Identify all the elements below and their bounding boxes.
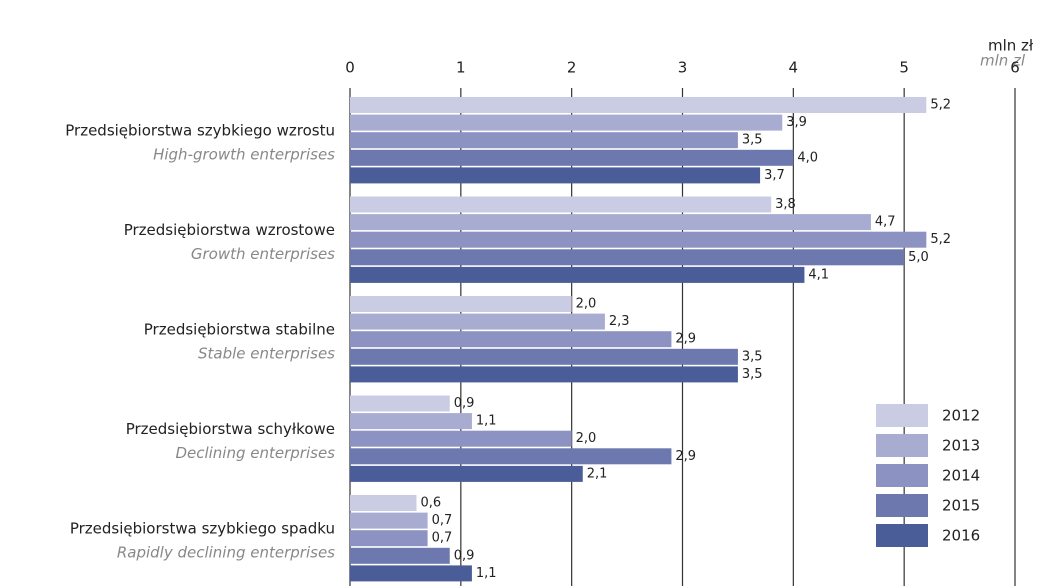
value-label: 0,6 — [421, 496, 442, 511]
bar — [350, 395, 450, 412]
value-label: 4,0 — [797, 150, 818, 165]
legend-label: 2012 — [942, 407, 980, 425]
unit-label: mln zł — [988, 37, 1034, 55]
category-label-en: High-growth enterprises — [153, 146, 335, 164]
value-label: 3,9 — [786, 115, 807, 130]
bar — [350, 565, 472, 582]
bar — [350, 196, 772, 213]
bar — [350, 132, 738, 149]
category-label: Przedsiębiorstwa wzrostowe — [124, 221, 335, 239]
value-label: 0,7 — [432, 531, 453, 546]
category-label-en: Stable enterprises — [198, 345, 335, 363]
bar — [350, 214, 871, 231]
category-label-en: Rapidly declining enterprises — [117, 544, 335, 562]
value-label: 3,8 — [775, 197, 796, 212]
value-label: 0,9 — [454, 548, 475, 563]
bar — [350, 266, 805, 283]
category-label-en: Declining enterprises — [175, 444, 335, 462]
x-tick-label: 5 — [899, 59, 909, 77]
value-label: 2,9 — [675, 332, 696, 347]
value-label: 3,5 — [742, 349, 763, 364]
bar — [350, 313, 605, 330]
value-label: 0,9 — [454, 396, 475, 411]
category-label-en: Growth enterprises — [191, 245, 335, 263]
category-label: Przedsiębiorstwa stabilne — [144, 321, 335, 339]
value-label: 5,0 — [908, 250, 929, 265]
category-label: Przedsiębiorstwa szybkiego spadku — [70, 520, 335, 538]
value-label: 3,5 — [742, 133, 763, 148]
unit-label-en: mln zl — [980, 52, 1026, 70]
legend-swatch — [876, 524, 928, 547]
value-label: 1,1 — [476, 414, 497, 429]
value-label: 2,9 — [675, 449, 696, 464]
value-label: 3,5 — [742, 367, 763, 382]
bar — [350, 231, 927, 248]
bar — [350, 348, 738, 365]
bar — [350, 413, 472, 430]
legend-label: 2014 — [942, 467, 980, 485]
value-label: 1,1 — [476, 566, 497, 581]
legend-label: 2013 — [942, 437, 980, 455]
bar — [350, 430, 572, 447]
value-label: 2,3 — [609, 314, 630, 329]
legend-swatch — [876, 464, 928, 487]
value-label: 2,1 — [587, 466, 608, 481]
value-label: 2,0 — [576, 297, 597, 312]
legend-label: 2015 — [942, 497, 980, 515]
x-tick-label: 3 — [678, 59, 688, 77]
bar — [350, 495, 417, 511]
value-label: 5,2 — [930, 98, 951, 113]
legend-swatch — [876, 434, 928, 457]
x-tick-label: 0 — [345, 59, 355, 77]
bar — [350, 249, 905, 266]
legend-swatch — [876, 404, 928, 427]
category-label: Przedsiębiorstwa szybkiego wzrostu — [65, 122, 335, 140]
x-tick-label: 1 — [456, 59, 466, 77]
bar — [350, 547, 450, 564]
bar — [350, 530, 428, 547]
category-label: Przedsiębiorstwa schyłkowe — [126, 420, 335, 438]
value-label: 5,2 — [930, 232, 951, 247]
bar — [350, 448, 672, 465]
legend-label: 2016 — [942, 527, 980, 545]
value-label: 4,1 — [808, 267, 829, 282]
bar — [350, 331, 672, 348]
bar — [350, 366, 738, 383]
bar — [350, 296, 572, 312]
bar — [350, 465, 583, 482]
bar — [350, 512, 428, 529]
x-tick-label: 2 — [567, 59, 577, 77]
value-label: 4,7 — [875, 215, 896, 230]
x-tick-label: 6 — [1010, 59, 1020, 77]
value-label: 0,7 — [432, 513, 453, 528]
bar — [350, 114, 783, 131]
value-label: 2,0 — [576, 431, 597, 446]
bar — [350, 167, 761, 184]
x-tick-label: 4 — [789, 59, 799, 77]
bar — [350, 149, 794, 166]
legend-swatch — [876, 494, 928, 517]
bar — [350, 97, 927, 113]
value-label: 3,7 — [764, 168, 785, 183]
